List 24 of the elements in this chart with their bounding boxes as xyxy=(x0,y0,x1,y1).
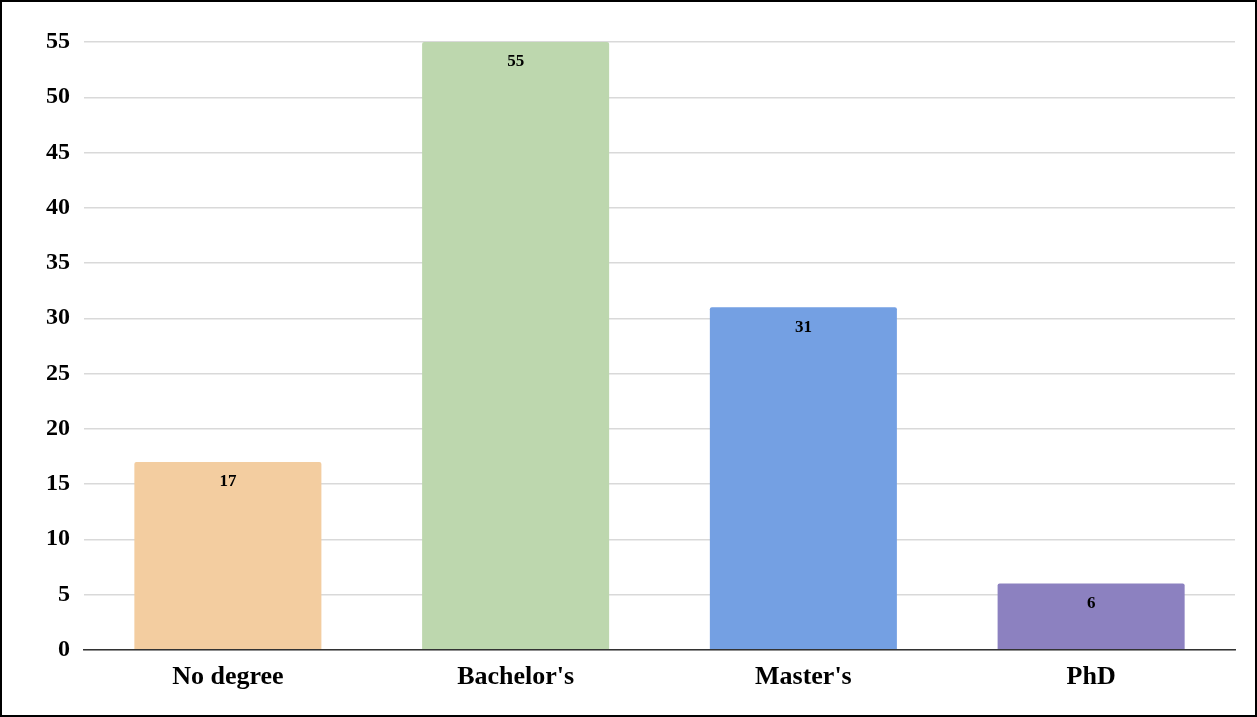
y-tick-label: 0 xyxy=(58,635,70,661)
data-label: 55 xyxy=(507,51,525,71)
y-tick-label: 50 xyxy=(46,82,70,109)
bar xyxy=(134,461,322,650)
y-tick-label: 35 xyxy=(46,248,70,275)
y-tick-label: 40 xyxy=(46,192,70,219)
y-tick-label: 15 xyxy=(46,469,70,496)
y-tick-label: 10 xyxy=(46,524,70,551)
data-label: 17 xyxy=(219,471,237,491)
data-label: 31 xyxy=(794,316,812,336)
x-tick-label: No degree xyxy=(172,661,284,691)
y-tick-label: 5 xyxy=(58,579,70,606)
bar xyxy=(422,42,610,650)
y-tick-label: 25 xyxy=(46,358,70,385)
bar xyxy=(997,583,1185,650)
bar xyxy=(709,307,897,650)
y-tick-label: 55 xyxy=(46,27,70,54)
y-tick-label: 30 xyxy=(46,303,70,330)
data-label: 6 xyxy=(1086,592,1096,612)
y-tick-label: 20 xyxy=(46,413,70,440)
x-tick-label: Bachelor's xyxy=(457,661,575,691)
x-tick-label: Master's xyxy=(755,661,852,691)
y-tick-label: 45 xyxy=(46,137,70,164)
x-tick-label: PhD xyxy=(1066,661,1116,691)
